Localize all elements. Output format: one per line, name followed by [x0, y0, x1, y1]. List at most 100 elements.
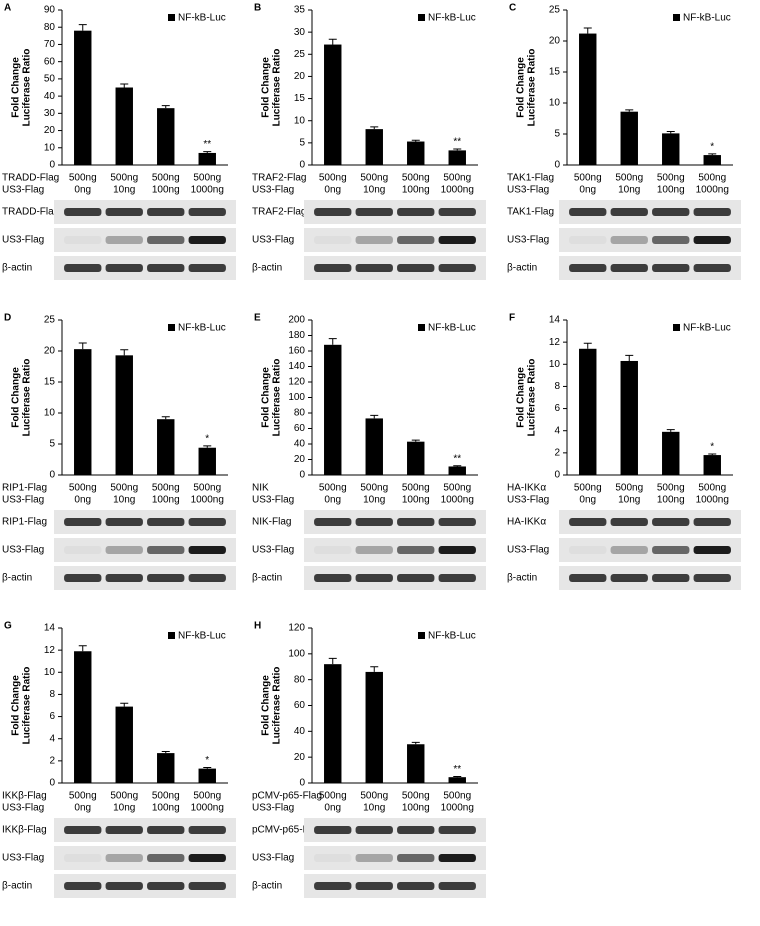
bar	[579, 33, 597, 166]
x-tick-label: 10ng	[618, 495, 640, 506]
blot-label: US3-Flag	[507, 235, 549, 246]
row-label: TAK1-Flag	[507, 173, 554, 184]
x-tick-label: 0ng	[324, 495, 341, 506]
bar	[198, 768, 216, 783]
x-tick-label: 500ng	[402, 173, 430, 184]
legend-label: NF-kB-Luc	[178, 631, 226, 642]
blot-band	[569, 518, 607, 526]
y-tick-label: 160	[288, 346, 305, 357]
y-axis-label: Luciferase Ratio	[272, 359, 283, 437]
blot-label: TRAF2-Flag	[252, 207, 306, 218]
legend-swatch	[418, 632, 425, 639]
y-tick-label: 50	[44, 74, 56, 85]
row-label: US3-Flag	[2, 495, 44, 506]
x-tick-label: 500ng	[110, 483, 138, 494]
blot-band	[188, 236, 226, 244]
x-tick-label: 500ng	[443, 791, 471, 802]
blot-band	[652, 574, 690, 582]
blot-band	[397, 518, 435, 526]
y-tick-label: 0	[554, 160, 560, 171]
blot-band	[652, 546, 690, 554]
y-tick-label: 120	[288, 623, 305, 634]
row-label: NIK	[252, 483, 269, 494]
error-bar	[370, 414, 379, 419]
y-tick-label: 0	[299, 470, 305, 481]
blot-band	[147, 208, 185, 216]
error-bar	[203, 445, 212, 448]
blot-band	[314, 882, 352, 890]
significance: **	[453, 137, 461, 148]
blot-band	[188, 574, 226, 582]
blot-band	[355, 208, 393, 216]
x-tick-label: 10ng	[113, 495, 135, 506]
error-bar	[78, 342, 87, 350]
x-tick-label: 10ng	[363, 185, 385, 196]
blot-band	[355, 882, 393, 890]
bar	[157, 419, 175, 475]
y-tick-label: 4	[554, 425, 560, 436]
significance: *	[710, 141, 714, 152]
y-tick-label: 30	[44, 108, 56, 119]
blot-band	[105, 826, 143, 834]
y-tick-label: 15	[549, 67, 561, 78]
y-tick-label: 100	[288, 392, 305, 403]
significance: **	[203, 139, 211, 150]
blot-band	[610, 574, 648, 582]
x-tick-label: 10ng	[618, 185, 640, 196]
x-tick-label: 500ng	[69, 791, 97, 802]
legend-swatch	[673, 324, 680, 331]
bar	[198, 152, 216, 165]
bar	[365, 671, 383, 783]
blot-label: pCMV-p65-Flag	[252, 825, 322, 836]
row-label: US3-Flag	[252, 495, 294, 506]
y-tick-label: 20	[44, 125, 56, 136]
row-label: IKKβ-Flag	[2, 791, 47, 802]
y-tick-label: 120	[288, 377, 305, 388]
bar	[703, 155, 721, 165]
blot-band	[438, 518, 476, 526]
x-tick-label: 500ng	[69, 173, 97, 184]
blot-label: HA-IKKα	[507, 517, 546, 528]
row-label: RIP1-Flag	[2, 483, 47, 494]
y-axis-label: Luciferase Ratio	[22, 667, 33, 745]
blot-label: β-actin	[252, 263, 282, 274]
blot-band	[693, 546, 731, 554]
blot-band	[397, 236, 435, 244]
legend-label: NF-kB-Luc	[428, 631, 476, 642]
row-label: TRADD-Flag	[2, 173, 59, 184]
x-tick-label: 10ng	[113, 803, 135, 814]
x-tick-label: 0ng	[74, 495, 91, 506]
x-tick-label: 1000ng	[191, 495, 224, 506]
blot-band	[188, 264, 226, 272]
bar	[115, 87, 133, 165]
y-tick-label: 100	[288, 648, 305, 659]
x-tick-label: 100ng	[402, 495, 430, 506]
error-bar	[666, 131, 675, 134]
blot-band	[397, 546, 435, 554]
panel-label: F	[509, 313, 515, 324]
blot-band	[438, 854, 476, 862]
y-tick-label: 5	[299, 137, 305, 148]
blot-label: US3-Flag	[2, 545, 44, 556]
bar	[74, 349, 92, 475]
blot-band	[64, 518, 102, 526]
blot-band	[610, 208, 648, 216]
x-tick-label: 500ng	[319, 173, 347, 184]
error-bar	[708, 153, 717, 156]
legend-label: NF-kB-Luc	[428, 323, 476, 334]
blot-band	[147, 236, 185, 244]
x-tick-label: 500ng	[615, 173, 643, 184]
blot-band	[147, 826, 185, 834]
x-tick-label: 500ng	[360, 791, 388, 802]
y-tick-label: 180	[288, 330, 305, 341]
x-tick-label: 500ng	[443, 173, 471, 184]
y-tick-label: 90	[44, 5, 56, 16]
error-bar	[411, 741, 420, 745]
x-tick-label: 500ng	[152, 483, 180, 494]
y-tick-label: 10	[44, 667, 56, 678]
y-tick-label: 70	[44, 39, 56, 50]
error-bar	[328, 338, 337, 345]
blot-band	[188, 854, 226, 862]
